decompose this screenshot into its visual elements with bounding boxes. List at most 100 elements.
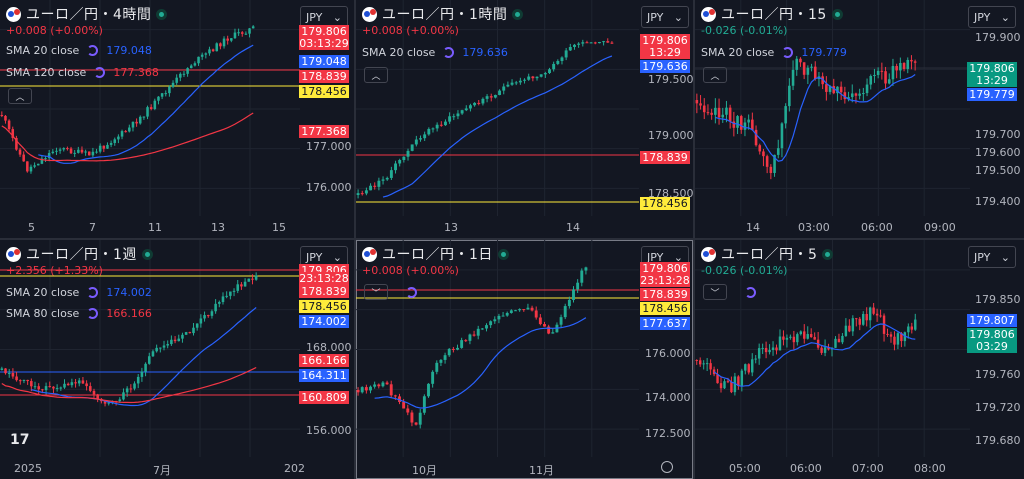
candle-body	[124, 131, 127, 133]
candle-body	[87, 151, 91, 156]
expand-legend-button[interactable]: ﹀	[703, 284, 727, 300]
symbol-header[interactable]: ユーロ／円・1日	[362, 244, 509, 264]
x-axis-tick: 2025	[14, 462, 42, 475]
candle-body	[730, 381, 733, 393]
x-axis-tick: 13	[444, 221, 458, 234]
candle-body	[125, 388, 129, 393]
indicator-value: 179.636	[462, 46, 508, 59]
symbol-title[interactable]: ユーロ／円・15	[721, 7, 827, 23]
y-axis-tick: 179.680	[975, 434, 1021, 447]
candle-body	[910, 59, 913, 62]
loading-spinner-icon	[406, 287, 417, 298]
candle-body	[762, 151, 765, 157]
chart-plot-area[interactable]	[356, 0, 693, 238]
candle-body	[63, 383, 66, 388]
currency-label: JPY	[974, 10, 991, 24]
symbol-title[interactable]: ユーロ／円・1日	[382, 247, 493, 263]
candle-body	[858, 318, 861, 325]
symbol-title[interactable]: ユーロ／円・5	[721, 247, 818, 263]
candle-body	[118, 399, 122, 402]
collapse-legend-button[interactable]: ︿	[8, 88, 32, 104]
candle-body	[530, 307, 534, 311]
chart-pane-1h[interactable]: ユーロ／円・1時間 +0.008 (+0.00%) SMA 20 close 1…	[356, 0, 693, 238]
currency-dropdown[interactable]: JPY ⌄	[300, 246, 348, 268]
indicator-sma-120[interactable]: SMA 120 close 177.368	[6, 66, 159, 79]
candle-body	[765, 156, 769, 167]
x-axis-tick: 06:00	[861, 221, 893, 234]
candle-body	[410, 412, 414, 423]
candle-body	[4, 368, 7, 374]
candle-body	[427, 128, 431, 135]
price-tag-last: 179.806	[967, 62, 1017, 75]
candle-body	[493, 94, 497, 98]
symbol-header[interactable]: ユーロ／円・1時間	[362, 4, 524, 24]
candle-body	[493, 319, 497, 322]
candle-body	[452, 116, 456, 118]
yen-euro-flag-icon	[362, 246, 377, 262]
yen-euro-flag-icon	[701, 246, 716, 262]
candle-body	[251, 26, 255, 29]
chart-plot-area[interactable]	[695, 0, 1024, 238]
y-axis-tick: 176.000	[645, 347, 691, 360]
expand-legend-button[interactable]: ﹀	[364, 284, 388, 300]
y-axis-tick: 179.720	[975, 401, 1021, 414]
candle-body	[215, 43, 219, 52]
candle-body	[747, 364, 750, 373]
symbol-title[interactable]: ユーロ／円・1週	[26, 247, 137, 263]
x-axis-tick: 05:00	[729, 462, 761, 475]
moving-average-line	[38, 44, 254, 164]
currency-dropdown[interactable]: JPY ⌄	[968, 246, 1016, 268]
symbol-title[interactable]: ユーロ／円・4時間	[26, 7, 152, 23]
candle-body	[188, 332, 192, 334]
candle-body	[884, 71, 887, 84]
candle-body	[869, 76, 873, 85]
chart-pane-1d[interactable]: ユーロ／円・1日 +0.008 (+0.00%) ﹀ JPY ⌄ 176.000 …	[356, 240, 693, 479]
symbol-header[interactable]: ユーロ／円・15	[701, 4, 843, 24]
moving-average-line	[382, 55, 613, 198]
x-axis-tick: 7	[89, 221, 96, 234]
chart-plot-area[interactable]	[0, 0, 354, 238]
indicator-sma-80[interactable]: SMA 80 close 166.166	[6, 307, 152, 320]
candle-body	[159, 347, 162, 349]
chart-plot-area[interactable]	[695, 240, 1024, 479]
chart-pane-4h[interactable]: ユーロ／円・4時間 +0.008 (+0.00%) SMA 20 close 1…	[0, 0, 354, 238]
symbol-header[interactable]: ユーロ／円・1週	[6, 244, 153, 264]
candle-body	[33, 165, 36, 167]
collapse-legend-button[interactable]: ︿	[364, 67, 388, 83]
candle-body	[364, 387, 368, 391]
chart-pane-5m[interactable]: ユーロ／円・5 -0.026 (-0.01%) ﹀ JPY ⌄ 179.850 1…	[695, 240, 1024, 479]
candle-body	[377, 384, 381, 387]
candle-body	[887, 79, 891, 84]
indicator-sma-20[interactable]: SMA 20 close 179.048	[6, 44, 152, 57]
candle-body	[789, 336, 792, 338]
currency-dropdown[interactable]: JPY ⌄	[641, 6, 689, 28]
chevron-down-icon: ⌄	[332, 10, 342, 24]
moving-average-line	[1, 112, 254, 162]
collapse-legend-button[interactable]: ︿	[703, 67, 727, 83]
chart-plot-area[interactable]	[356, 240, 693, 479]
indicator-sma-20[interactable]: SMA 20 close 179.779	[701, 46, 847, 59]
symbol-header[interactable]: ユーロ／円・5	[701, 244, 834, 264]
currency-dropdown[interactable]: JPY ⌄	[968, 6, 1016, 28]
gear-icon[interactable]	[661, 461, 673, 473]
candle-body	[140, 371, 144, 377]
indicator-value: 179.048	[106, 44, 152, 57]
candle-body	[243, 281, 247, 287]
candle-body	[522, 309, 526, 311]
divider-horizontal[interactable]	[0, 238, 1024, 240]
candle-body	[448, 116, 452, 122]
chart-pane-1w[interactable]: ユーロ／円・1週 +2.356 (+1.33%) SMA 20 close 17…	[0, 240, 354, 479]
y-axis-tick: 179.600	[975, 146, 1021, 159]
indicator-sma-20[interactable]: SMA 20 close 179.636	[362, 46, 508, 59]
moving-average-line	[715, 74, 916, 162]
price-tag-sma: 179.779	[967, 88, 1017, 101]
symbol-title[interactable]: ユーロ／円・1時間	[382, 7, 508, 23]
chart-plot-area[interactable]	[0, 240, 354, 479]
candle-body	[95, 151, 98, 153]
x-axis-tick: 15	[272, 221, 286, 234]
tradingview-logo[interactable]: 𝟭𝟳	[10, 432, 30, 448]
indicator-sma-20[interactable]: SMA 20 close 174.002	[6, 286, 152, 299]
symbol-header[interactable]: ユーロ／円・4時間	[6, 4, 168, 24]
candle-body	[809, 334, 813, 338]
chart-pane-15m[interactable]: ユーロ／円・15 -0.026 (-0.01%) SMA 20 close 17…	[695, 0, 1024, 238]
